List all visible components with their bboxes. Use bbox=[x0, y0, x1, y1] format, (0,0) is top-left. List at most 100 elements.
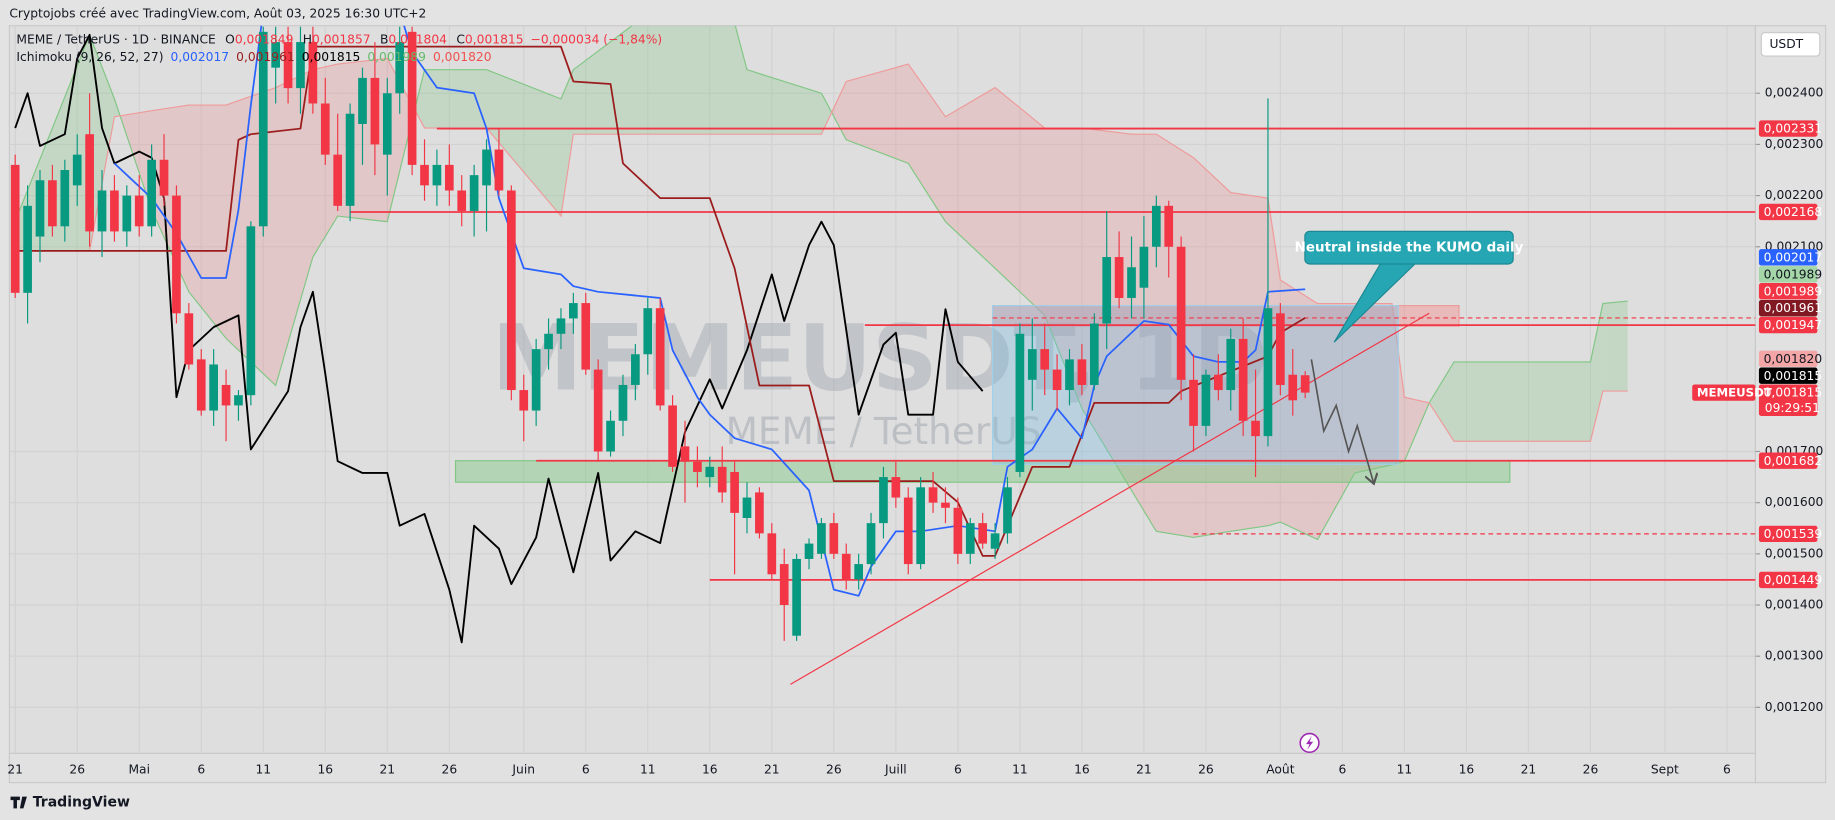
candle-body bbox=[606, 420, 615, 452]
x-tick-label: Août bbox=[1266, 762, 1294, 776]
x-tick-label: 6 bbox=[954, 762, 962, 776]
ohlc-key: C bbox=[456, 32, 465, 46]
cloud-fill bbox=[424, 69, 487, 129]
cloud-fill bbox=[573, 25, 636, 135]
candle-body bbox=[941, 502, 950, 508]
price-badge-label: 0,002017 bbox=[1764, 250, 1823, 264]
candle-body bbox=[35, 180, 45, 237]
x-tick-label: 21 bbox=[7, 762, 23, 776]
price-badge bbox=[1758, 525, 1818, 543]
candle-body bbox=[544, 333, 553, 350]
candle-body bbox=[903, 497, 913, 565]
candle-body bbox=[1139, 246, 1149, 288]
candle-body bbox=[395, 42, 405, 94]
x-tick-label: 21 bbox=[1136, 762, 1152, 776]
candle-body bbox=[792, 558, 801, 636]
cloud-fill bbox=[486, 69, 561, 217]
price-badge bbox=[1758, 203, 1818, 221]
indicator-value: 0,002017 bbox=[171, 50, 230, 64]
ohlc-value: 0,001857 bbox=[312, 32, 371, 46]
candle-body bbox=[804, 543, 814, 559]
candle-body bbox=[23, 205, 32, 293]
candle-body bbox=[779, 564, 789, 606]
price-badge bbox=[1758, 316, 1818, 334]
candle-body bbox=[482, 149, 491, 186]
candle-body bbox=[444, 164, 454, 191]
cloud-fill bbox=[89, 34, 115, 251]
candle-body bbox=[693, 461, 702, 472]
candle-body bbox=[556, 318, 566, 334]
candle-body bbox=[1114, 257, 1124, 298]
candle-body bbox=[1276, 313, 1285, 385]
y-tick-label: 0,002300 bbox=[1765, 137, 1824, 151]
event-icon[interactable] bbox=[1299, 732, 1320, 754]
candle-body bbox=[1102, 257, 1112, 324]
currency-label[interactable]: USDT bbox=[1769, 37, 1803, 51]
candle-body bbox=[345, 113, 355, 206]
candle-body bbox=[1176, 246, 1186, 380]
trendline bbox=[790, 312, 1430, 685]
x-tick-label: 21 bbox=[1521, 762, 1537, 776]
candle-body bbox=[159, 159, 169, 196]
candle-body bbox=[953, 507, 963, 554]
legend: MEME / TetherUS · 1D · BINANCE O0,001849 H… bbox=[16, 32, 662, 64]
candle-body bbox=[680, 446, 690, 462]
price-badge-label: 0,002331 bbox=[1764, 122, 1823, 136]
candle-body bbox=[730, 471, 739, 513]
time-axis bbox=[8, 752, 1757, 784]
candle-body bbox=[1003, 487, 1012, 534]
symbol-tag-label: MEMEUSDT bbox=[1697, 386, 1772, 400]
candle-body bbox=[172, 195, 181, 314]
candle-body bbox=[1226, 338, 1236, 391]
candle-body bbox=[258, 31, 268, 227]
x-tick-label: 26 bbox=[1198, 762, 1214, 776]
cloud-fill bbox=[908, 64, 946, 222]
candle-body bbox=[320, 103, 330, 155]
candle-body bbox=[1263, 308, 1273, 437]
cloud-fill bbox=[821, 93, 832, 135]
axes: 21 26 Mai 6 11 16 21 26 Juin 6 11 16 21 26 Juill 6 11 16 2… bbox=[7, 86, 1823, 777]
indicator-value: 0,001820 bbox=[433, 50, 492, 64]
x-tick-label: 11 bbox=[255, 762, 271, 776]
candle-body bbox=[457, 190, 467, 211]
candle-body bbox=[1238, 338, 1248, 421]
price-badge-label: 0,001989 bbox=[1764, 267, 1823, 281]
candle-body bbox=[569, 303, 578, 319]
indicator-value: 0,001815 bbox=[302, 50, 361, 64]
candle-body bbox=[296, 42, 305, 89]
candle-body bbox=[271, 42, 281, 68]
cloud-fill bbox=[1230, 192, 1268, 532]
candle-body bbox=[854, 564, 863, 580]
candle-body bbox=[48, 180, 57, 227]
candle-body bbox=[866, 523, 876, 565]
ohlc-key: B bbox=[380, 32, 388, 46]
candle-body bbox=[581, 303, 591, 370]
candle-body bbox=[1300, 375, 1310, 393]
candle-body bbox=[1288, 374, 1298, 401]
candle-body bbox=[1189, 379, 1198, 426]
credit: Cryptojobs créé avec TradingView.com, Ao… bbox=[9, 7, 426, 21]
usdt-button[interactable]: USDT bbox=[1760, 32, 1821, 57]
ohlc-value: 0,001815 bbox=[465, 32, 524, 46]
candle-body bbox=[705, 466, 715, 478]
cloud-fill bbox=[846, 64, 909, 164]
symbol: MEME / TetherUS · 1D · BINANCE bbox=[16, 32, 215, 46]
price-badge-label: 0,001815 bbox=[1764, 386, 1823, 400]
y-tick-label: 0,001300 bbox=[1765, 649, 1824, 663]
currency-button[interactable] bbox=[1760, 32, 1821, 57]
candle-body bbox=[1127, 267, 1136, 298]
x-tick-label: 16 bbox=[1459, 762, 1475, 776]
callout-box bbox=[1304, 230, 1514, 265]
price-badge-label: 0,002168 bbox=[1764, 205, 1823, 219]
candle-body bbox=[221, 384, 231, 406]
candle-body bbox=[283, 42, 293, 89]
price-badges: 0,002331 0,002168 0,002017 0,001989 0,001989… bbox=[1692, 120, 1823, 589]
legend-symbol-line: MEME / TetherUS · 1D · BINANCE O0,001849 H… bbox=[16, 32, 662, 46]
candle-body bbox=[382, 93, 392, 155]
candle-body bbox=[891, 477, 901, 498]
candle-body bbox=[631, 354, 640, 385]
x-tick-label: 26 bbox=[442, 762, 458, 776]
candle-body bbox=[668, 405, 677, 467]
candle-body bbox=[494, 149, 504, 191]
